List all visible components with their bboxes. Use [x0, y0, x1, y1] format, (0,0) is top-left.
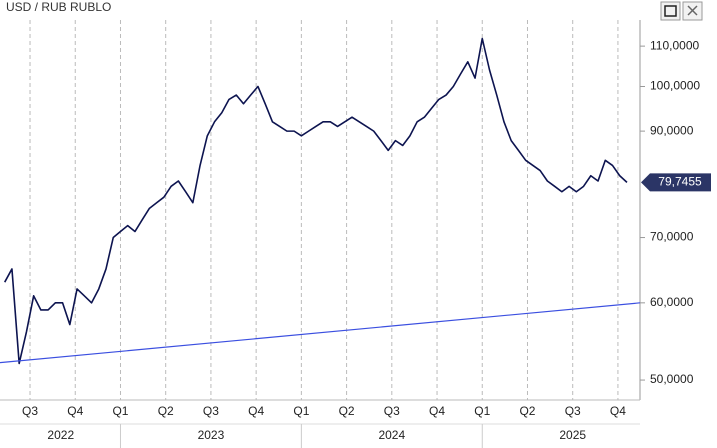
y-tick-label: 70,0000 — [650, 230, 694, 244]
x-year-label: 2023 — [198, 428, 225, 442]
x-tick-label: Q4 — [429, 404, 445, 418]
y-tick-label: 100,0000 — [650, 79, 700, 93]
chart-title: USD / RUB RUBLO — [6, 0, 111, 14]
window-buttons[interactable] — [660, 1, 703, 21]
close-icon — [687, 5, 698, 16]
y-tick-label: 90,0000 — [650, 123, 694, 137]
price-line — [3, 37, 628, 365]
last-value-tag — [641, 173, 711, 192]
x-year-label: 2025 — [559, 428, 586, 442]
y-tick-label: 50,0000 — [650, 372, 694, 386]
x-tick-label: Q2 — [339, 404, 355, 418]
last-value-label: 79,7455 — [658, 175, 702, 189]
x-year-label: 2022 — [47, 428, 74, 442]
x-year-label: 2024 — [378, 428, 405, 442]
maximize-icon — [664, 5, 677, 17]
x-tick-label: Q4 — [610, 404, 626, 418]
maximize-button[interactable] — [660, 1, 681, 21]
y-tick-label: 60,0000 — [650, 295, 694, 309]
y-tick-label: 110,0000 — [650, 38, 699, 52]
price-line — [0, 302, 641, 364]
x-tick-label: Q4 — [67, 404, 83, 418]
x-tick-label: Q2 — [519, 404, 535, 418]
x-tick-label: Q1 — [293, 404, 309, 418]
x-tick-label: Q3 — [565, 404, 581, 418]
x-tick-label: Q1 — [474, 404, 490, 418]
x-tick-label: Q4 — [248, 404, 264, 418]
x-tick-label: Q3 — [384, 404, 400, 418]
x-tick-label: Q2 — [158, 404, 174, 418]
x-tick-label: Q1 — [112, 404, 128, 418]
x-tick-label: Q3 — [203, 404, 219, 418]
x-tick-label: Q3 — [22, 404, 38, 418]
